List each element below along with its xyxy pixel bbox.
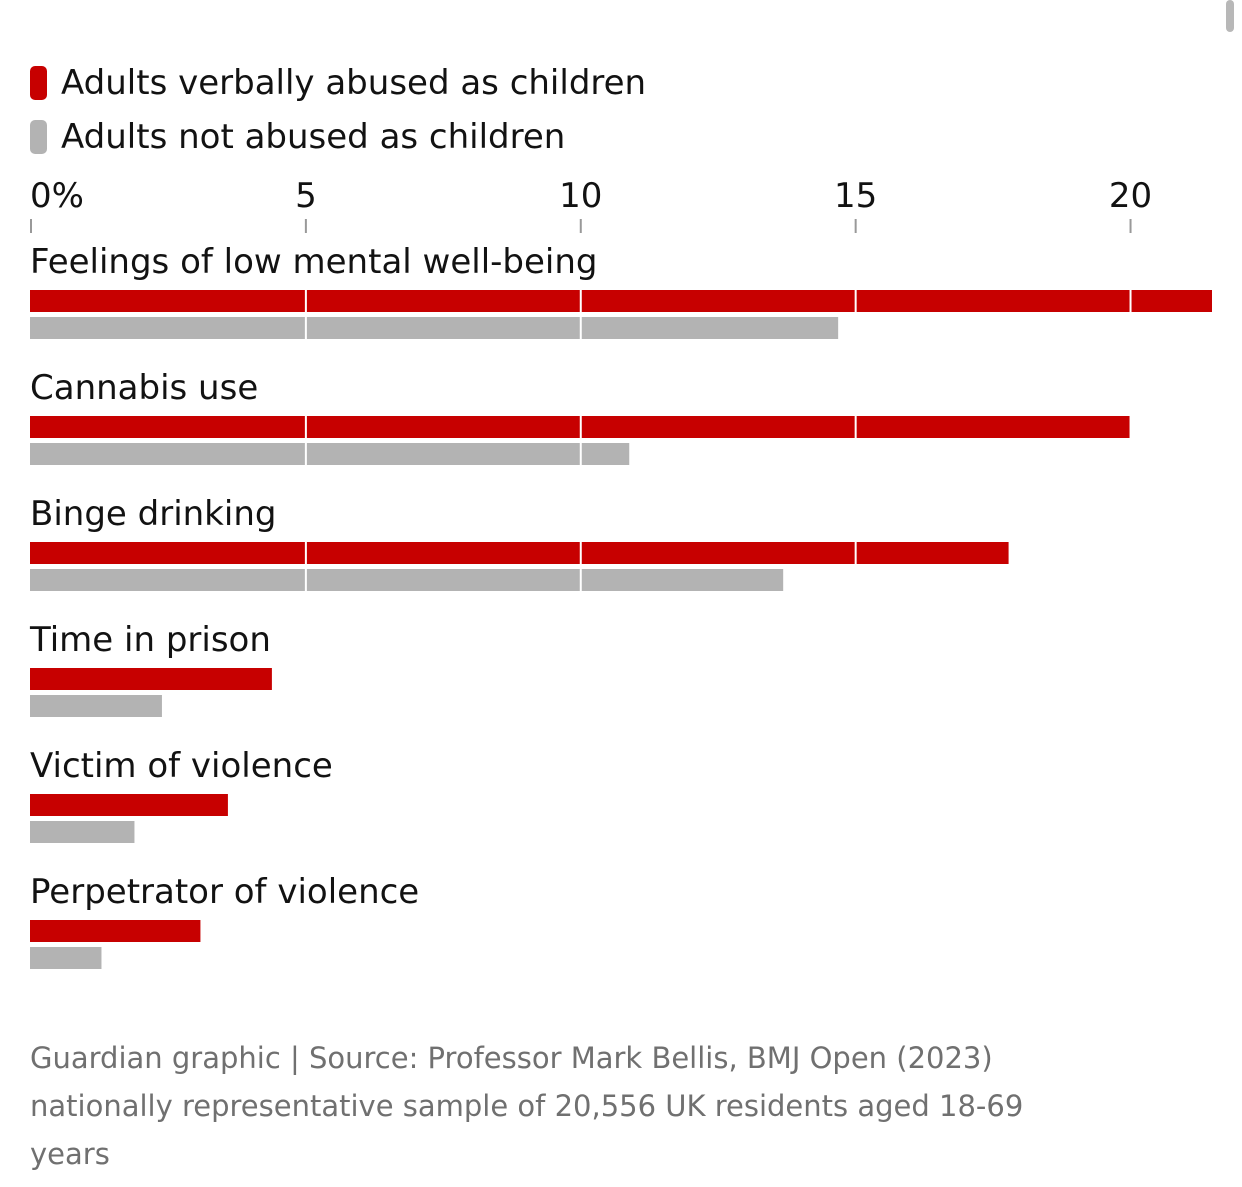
bar-not-abused-4 <box>30 821 135 843</box>
bar-abused-3 <box>30 668 272 690</box>
axis-tick-label-4: 20 <box>1109 176 1152 216</box>
bar-abused-0 <box>30 290 1212 312</box>
source-line-2: nationally representative sample of 20,5… <box>30 1089 1024 1123</box>
axis-tick-label-0: 0% <box>30 176 84 216</box>
legend-item-abused: Adults verbally abused as children <box>30 56 646 110</box>
bar-not-abused-3 <box>30 695 162 717</box>
bar-not-abused-5 <box>30 947 102 969</box>
legend-swatch-not-abused <box>30 120 47 154</box>
source-note: Guardian graphic | Source: Professor Mar… <box>30 1034 1210 1178</box>
legend: Adults verbally abused as children Adult… <box>30 56 646 164</box>
legend-swatch-abused <box>30 66 47 100</box>
legend-item-not-abused: Adults not abused as children <box>30 110 646 164</box>
legend-label-not-abused: Adults not abused as children <box>61 117 566 157</box>
category-label-5: Perpetrator of violence <box>30 872 419 912</box>
category-label-4: Victim of violence <box>30 746 333 786</box>
bar-chart: 0% 5 10 15 20 Feelings of low mental well-bei… <box>29 176 1212 969</box>
bar-abused-2 <box>30 542 1009 564</box>
axis-tick-label-3: 15 <box>834 176 877 216</box>
bar-abused-5 <box>30 920 201 942</box>
bar-abused-4 <box>30 794 228 816</box>
source-line-1: Guardian graphic | Source: Professor Mar… <box>30 1041 993 1075</box>
legend-label-abused: Adults verbally abused as children <box>61 63 647 103</box>
category-label-3: Time in prison <box>29 620 271 660</box>
bar-not-abused-1 <box>30 443 630 465</box>
category-label-2: Binge drinking <box>30 494 276 534</box>
category-label-1: Cannabis use <box>30 368 258 408</box>
axis-tick-label-2: 10 <box>559 176 602 216</box>
axis-tick-label-1: 5 <box>295 176 317 216</box>
category-label-0: Feelings of low mental well-being <box>30 242 598 282</box>
bar-not-abused-2 <box>30 569 784 591</box>
scrollbar-thumb[interactable] <box>1226 0 1234 32</box>
source-line-3: years <box>30 1137 110 1171</box>
bar-not-abused-0 <box>30 317 839 339</box>
